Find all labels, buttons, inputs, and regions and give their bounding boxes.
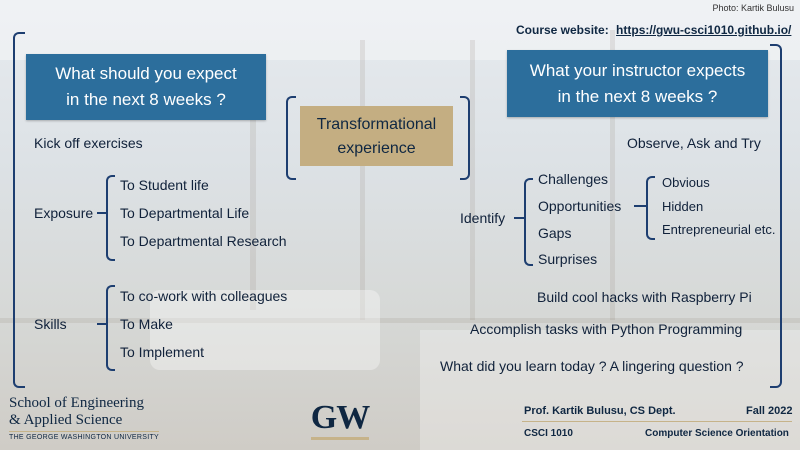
exposure-item: To Departmental Life (120, 205, 250, 221)
skills-item: To co-work with colleagues (120, 288, 288, 304)
school-rule (9, 431, 159, 432)
bg-window-mullion (250, 60, 256, 310)
left-title-line2: in the next 8 weeks ? (66, 90, 226, 109)
right-title-line1: What your instructor expects (529, 61, 746, 80)
right-title-line2: in the next 8 weeks ? (557, 87, 718, 106)
course-website-label: Course website: (516, 23, 609, 37)
skills-item: To Make (120, 316, 173, 332)
course-name: Computer Science Orientation (645, 428, 789, 439)
right-title-box: What your instructor expects in the next… (507, 50, 768, 117)
course-website-link[interactable]: https://gwu-csci1010.github.io/ (616, 23, 792, 37)
gw-logo-bar (311, 437, 369, 440)
bg-window-sill (0, 318, 800, 323)
center-line1: Transformational (316, 116, 437, 133)
opportunity-type: Obvious (662, 175, 710, 190)
opportunities-connector (634, 205, 646, 207)
outer-right-brace (770, 44, 782, 388)
identify-label: Identify (460, 210, 506, 226)
professor-name: Prof. Kartik Bulusu, CS Dept. (524, 405, 676, 417)
identify-item: Opportunities (538, 198, 622, 214)
course-website: Course website: https://gwu-csci1010.git… (516, 23, 791, 37)
identify-item: Surprises (538, 251, 598, 267)
skills-item: To Implement (120, 344, 205, 360)
center-left-brace (286, 96, 296, 180)
identify-connector (514, 217, 524, 219)
identify-brace (524, 178, 533, 266)
hacks-text: Build cool hacks with Raspberry Pi (537, 289, 752, 305)
question-text: What did you learn today ? A lingering q… (440, 358, 744, 374)
bg-window-mullion (470, 40, 475, 320)
bg-sofa (150, 290, 380, 370)
skills-label: Skills (34, 316, 67, 332)
exposure-label: Exposure (34, 205, 94, 221)
exposure-connector (97, 212, 106, 214)
exposure-brace (106, 175, 115, 261)
bg-window-mullion (360, 40, 365, 320)
identify-item: Challenges (538, 171, 609, 187)
kickoff-text: Kick off exercises (34, 135, 143, 151)
observe-text: Observe, Ask and Try (627, 135, 761, 151)
exposure-item: To Student life (120, 177, 209, 193)
left-title-line1: What should you expect (55, 64, 237, 83)
opportunity-type: Entrepreneurial etc. (662, 222, 776, 237)
university-name: THE GEORGE WASHINGTON UNIVERSITY (9, 434, 160, 441)
bg-window-mullion (610, 30, 615, 320)
school-line1: School of Engineering (9, 395, 144, 411)
python-text: Accomplish tasks with Python Programming (470, 321, 743, 337)
skills-connector (97, 323, 106, 325)
center-line2: experience (337, 140, 416, 157)
footer-rule (522, 421, 792, 422)
exposure-item: To Departmental Research (120, 233, 287, 249)
skills-brace (106, 285, 115, 371)
term: Fall 2022 (746, 405, 793, 417)
course-code: CSCI 1010 (524, 428, 573, 439)
school-line2: & Applied Science (9, 412, 123, 428)
school-wordmark: School of Engineering & Applied Science (9, 395, 144, 429)
photo-credit: Photo: Kartik Bulusu (712, 3, 794, 13)
gw-logo: GW (305, 399, 375, 440)
opportunity-type: Hidden (662, 199, 704, 214)
left-title-box: What should you expect in the next 8 wee… (26, 54, 266, 120)
center-box: Transformational experience (300, 106, 453, 166)
gw-logo-text: GW (310, 399, 370, 436)
identify-item: Gaps (538, 225, 572, 241)
center-right-brace (460, 96, 470, 180)
outer-left-brace (13, 32, 25, 388)
opportunities-brace (646, 176, 655, 240)
bg-table (420, 330, 800, 450)
